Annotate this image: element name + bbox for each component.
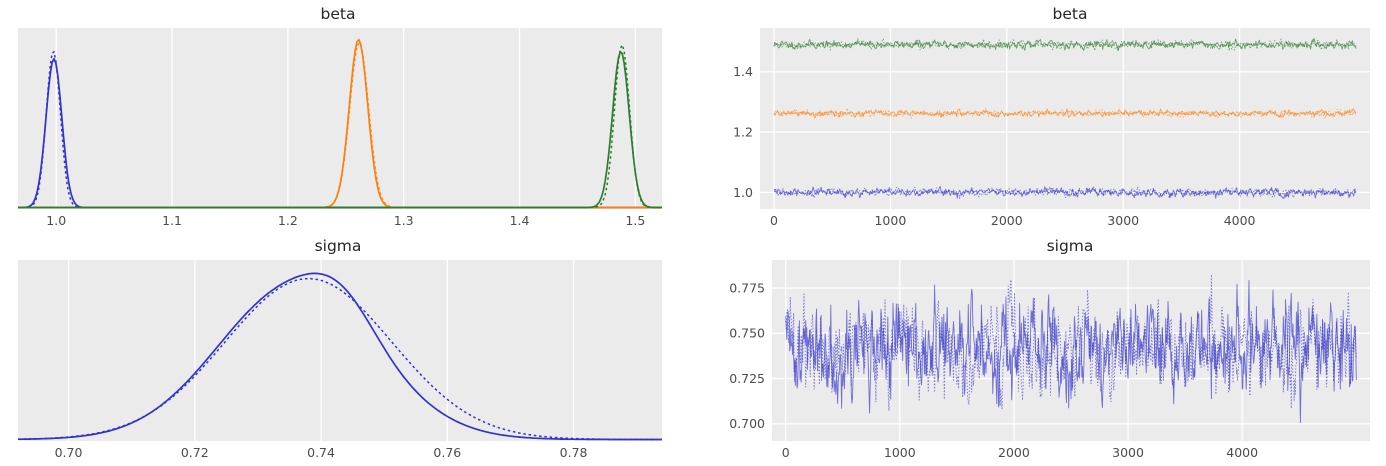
subplot-sigma-trace: sigma 0 1000 2000 3000 4000 0.700 0.725 0.750 0.… (716, 236, 1376, 464)
svg-text:1.2: 1.2 (733, 124, 753, 139)
svg-text:1.3: 1.3 (394, 213, 414, 228)
beta-trace-plot: 0 1000 2000 3000 4000 1.0 1.2 1.4 (733, 28, 1370, 228)
svg-text:1.5: 1.5 (625, 213, 645, 228)
svg-text:1.4: 1.4 (510, 213, 530, 228)
subplot-title-sigma-trace: sigma (1046, 237, 1094, 255)
svg-text:0.70: 0.70 (55, 445, 83, 460)
svg-text:1.4: 1.4 (733, 64, 753, 79)
svg-text:1000: 1000 (874, 213, 906, 228)
svg-text:0: 0 (770, 213, 778, 228)
sigma-density-plot: 0.70 0.72 0.74 0.76 0.78 (18, 260, 662, 460)
subplot-sigma-density: sigma 0.70 0.72 0.74 0.76 0.78 (8, 236, 668, 464)
sigma-trace-plot: 0 1000 2000 3000 4000 0.700 0.725 0.750 0.775 (729, 260, 1370, 460)
svg-text:0: 0 (782, 445, 790, 460)
subplot-beta-density: beta 1.0 1.1 1.2 1.3 1.4 1.5 (8, 4, 668, 232)
subplot-title-beta-trace: beta (1052, 5, 1088, 23)
svg-text:2000: 2000 (998, 445, 1030, 460)
beta-density-plot: 1.0 1.1 1.2 1.3 1.4 1.5 (18, 28, 662, 228)
svg-text:2000: 2000 (991, 213, 1023, 228)
svg-text:1.0: 1.0 (733, 185, 753, 200)
beta-trace-chart: 0 1000 2000 3000 4000 1.0 1.2 1.4 (716, 24, 1376, 232)
svg-text:0.72: 0.72 (181, 445, 209, 460)
svg-text:4000: 4000 (1226, 445, 1258, 460)
svg-text:3000: 3000 (1107, 213, 1139, 228)
svg-text:0.76: 0.76 (433, 445, 461, 460)
svg-text:0.775: 0.775 (729, 280, 765, 295)
svg-text:0.74: 0.74 (307, 445, 335, 460)
svg-text:1.0: 1.0 (46, 213, 66, 228)
sigma-density-chart: 0.70 0.72 0.74 0.76 0.78 (8, 256, 668, 464)
subplot-title-beta-density: beta (320, 5, 356, 23)
svg-text:0.78: 0.78 (560, 445, 588, 460)
beta-density-chart: 1.0 1.1 1.2 1.3 1.4 1.5 (8, 24, 668, 232)
svg-text:4000: 4000 (1224, 213, 1256, 228)
sigma-trace-chart: 0 1000 2000 3000 4000 0.700 0.725 0.750 0.775 (716, 256, 1376, 464)
svg-text:0.700: 0.700 (729, 416, 765, 431)
svg-text:0.725: 0.725 (729, 371, 765, 386)
subplot-title-sigma-density: sigma (314, 237, 362, 255)
svg-text:1.1: 1.1 (162, 213, 182, 228)
svg-text:1.2: 1.2 (278, 213, 298, 228)
svg-text:1000: 1000 (884, 445, 916, 460)
svg-text:3000: 3000 (1112, 445, 1144, 460)
svg-text:0.750: 0.750 (729, 326, 765, 341)
subplot-beta-trace: beta 0 1000 2000 3000 4000 1.0 1.2 1.4 (716, 4, 1376, 232)
